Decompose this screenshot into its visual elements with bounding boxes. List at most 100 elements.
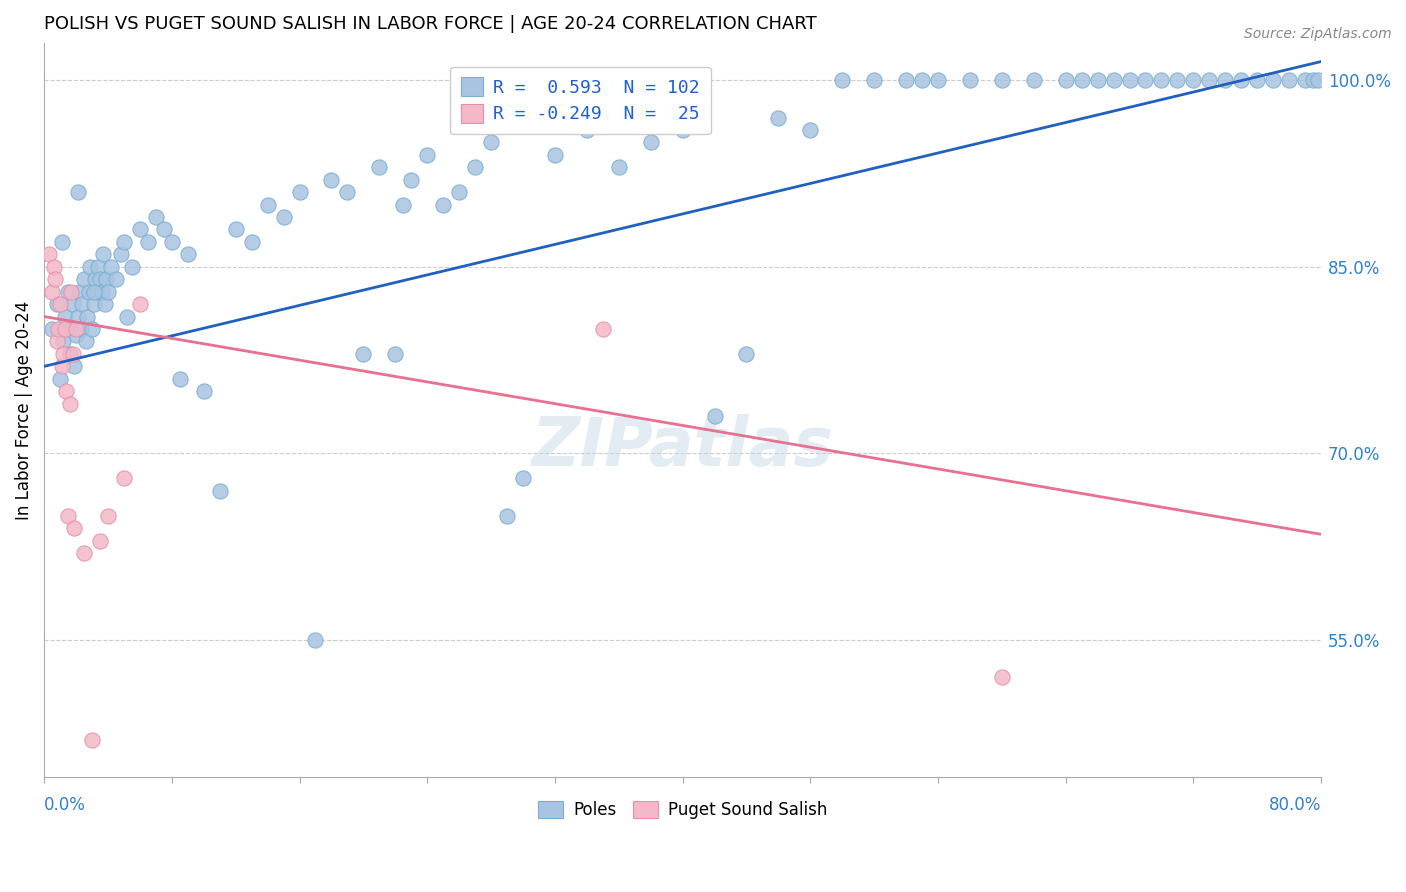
Point	[1198, 73, 1220, 87]
Point	[1278, 73, 1301, 87]
Point	[336, 185, 359, 199]
Point	[208, 483, 231, 498]
Point	[94, 297, 117, 311]
Point	[112, 471, 135, 485]
Point	[53, 310, 76, 324]
Point	[112, 235, 135, 249]
Point	[72, 297, 94, 311]
Point	[97, 285, 120, 299]
Point	[96, 272, 118, 286]
Point	[63, 359, 86, 374]
Point	[51, 359, 73, 374]
Point	[38, 247, 60, 261]
Point	[991, 670, 1014, 684]
Point	[927, 73, 949, 87]
Point	[83, 297, 105, 311]
Point	[894, 73, 917, 87]
Point	[49, 372, 72, 386]
Point	[49, 297, 72, 311]
Point	[321, 172, 343, 186]
Point	[60, 285, 83, 299]
Point	[703, 409, 725, 423]
Text: POLISH VS PUGET SOUND SALISH IN LABOR FORCE | AGE 20-24 CORRELATION CHART: POLISH VS PUGET SOUND SALISH IN LABOR FO…	[44, 15, 817, 33]
Point	[991, 73, 1014, 87]
Point	[1213, 73, 1236, 87]
Point	[368, 161, 391, 175]
Point	[121, 260, 143, 274]
Y-axis label: In Labor Force | Age 20-24: In Labor Force | Age 20-24	[15, 301, 32, 519]
Point	[399, 172, 422, 186]
Point	[225, 222, 247, 236]
Text: 80.0%: 80.0%	[1268, 796, 1322, 814]
Point	[128, 297, 150, 311]
Point	[911, 73, 934, 87]
Point	[575, 123, 598, 137]
Point	[496, 508, 519, 523]
Point	[544, 148, 567, 162]
Point	[671, 123, 693, 137]
Point	[80, 732, 103, 747]
Point	[177, 247, 200, 261]
Point	[1022, 73, 1045, 87]
Point	[75, 334, 97, 349]
Point	[73, 272, 96, 286]
Point	[416, 148, 439, 162]
Point	[304, 633, 326, 648]
Point	[41, 322, 63, 336]
Point	[84, 272, 107, 286]
Point	[53, 322, 76, 336]
Point	[153, 222, 176, 236]
Point	[193, 384, 215, 399]
Point	[42, 260, 65, 274]
Point	[80, 322, 103, 336]
Point	[607, 161, 630, 175]
Point	[512, 471, 534, 485]
Point	[65, 322, 87, 336]
Text: 0.0%: 0.0%	[44, 796, 86, 814]
Point	[959, 73, 981, 87]
Point	[1294, 73, 1316, 87]
Point	[145, 210, 167, 224]
Point	[768, 111, 790, 125]
Point	[97, 508, 120, 523]
Point	[87, 260, 110, 274]
Point	[392, 197, 415, 211]
Point	[449, 185, 471, 199]
Point	[1118, 73, 1140, 87]
Text: ZIPatlas: ZIPatlas	[531, 414, 834, 480]
Text: Source: ZipAtlas.com: Source: ZipAtlas.com	[1244, 27, 1392, 41]
Point	[432, 197, 454, 211]
Point	[479, 136, 502, 150]
Point	[640, 136, 662, 150]
Point	[45, 297, 67, 311]
Point	[67, 185, 90, 199]
Point	[62, 297, 84, 311]
Point	[86, 285, 108, 299]
Point	[65, 328, 87, 343]
Point	[56, 508, 79, 523]
Point	[863, 73, 886, 87]
Point	[52, 334, 75, 349]
Point	[169, 372, 191, 386]
Point	[59, 347, 82, 361]
Point	[1150, 73, 1173, 87]
Point	[59, 397, 82, 411]
Point	[41, 285, 63, 299]
Point	[136, 235, 159, 249]
Point	[735, 347, 758, 361]
Point	[91, 247, 114, 261]
Point	[52, 347, 75, 361]
Point	[1182, 73, 1205, 87]
Point	[1306, 73, 1329, 87]
Point	[83, 285, 105, 299]
Point	[464, 161, 486, 175]
Point	[160, 235, 183, 249]
Point	[1230, 73, 1253, 87]
Point	[77, 285, 100, 299]
Point	[45, 334, 67, 349]
Point	[67, 285, 90, 299]
Point	[56, 285, 79, 299]
Point	[384, 347, 406, 361]
Point	[1302, 73, 1324, 87]
Point	[288, 185, 311, 199]
